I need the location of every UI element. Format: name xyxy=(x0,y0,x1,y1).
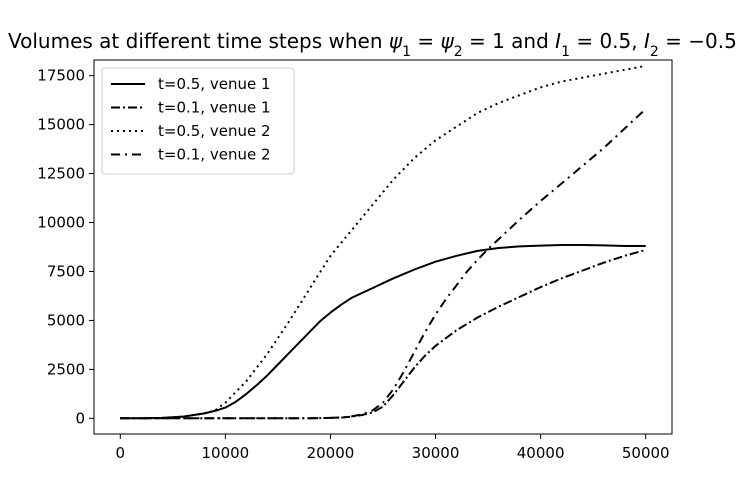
chart-title: Volumes at different time steps when ψ1​… xyxy=(8,29,737,60)
y-tick-label: 10000 xyxy=(37,214,85,232)
series-line-3 xyxy=(120,64,646,420)
y-tick-label: 15000 xyxy=(37,116,85,134)
x-axis: 0 10000 20000 30000 40000 50000 xyxy=(115,434,670,462)
x-tick-label: 0 xyxy=(115,444,125,462)
series-line-1 xyxy=(120,244,646,420)
legend-label: t=0.5, venue 2 xyxy=(158,122,271,140)
legend-box xyxy=(101,67,295,175)
y-tick-label: 17500 xyxy=(37,67,85,85)
x-tick-label: 50000 xyxy=(622,444,670,462)
y-axis: 0 2500 5000 7500 10000 12500 15000 17500 xyxy=(37,67,94,427)
x-tick-label: 40000 xyxy=(517,444,565,462)
series-line-2 xyxy=(120,248,646,420)
legend-label: t=0.1, venue 2 xyxy=(158,146,271,164)
series-line-4 xyxy=(120,108,647,420)
y-tick-label: 5000 xyxy=(47,311,85,329)
y-tick-label: 0 xyxy=(75,409,85,427)
series-layer xyxy=(120,64,647,420)
x-tick-label: 30000 xyxy=(412,444,460,462)
y-tick-label: 12500 xyxy=(37,165,85,183)
y-tick-label: 2500 xyxy=(47,360,85,378)
plot-area-frame xyxy=(93,59,673,435)
y-tick-label: 7500 xyxy=(47,262,85,280)
x-tick-label: 20000 xyxy=(307,444,355,462)
legend-label: t=0.5, venue 1 xyxy=(158,75,271,93)
x-tick-label: 10000 xyxy=(202,444,250,462)
legend: t=0.5, venue 1 t=0.1, venue 1 t=0.5, venue… xyxy=(101,67,295,175)
legend-label: t=0.1, venue 1 xyxy=(158,99,271,117)
